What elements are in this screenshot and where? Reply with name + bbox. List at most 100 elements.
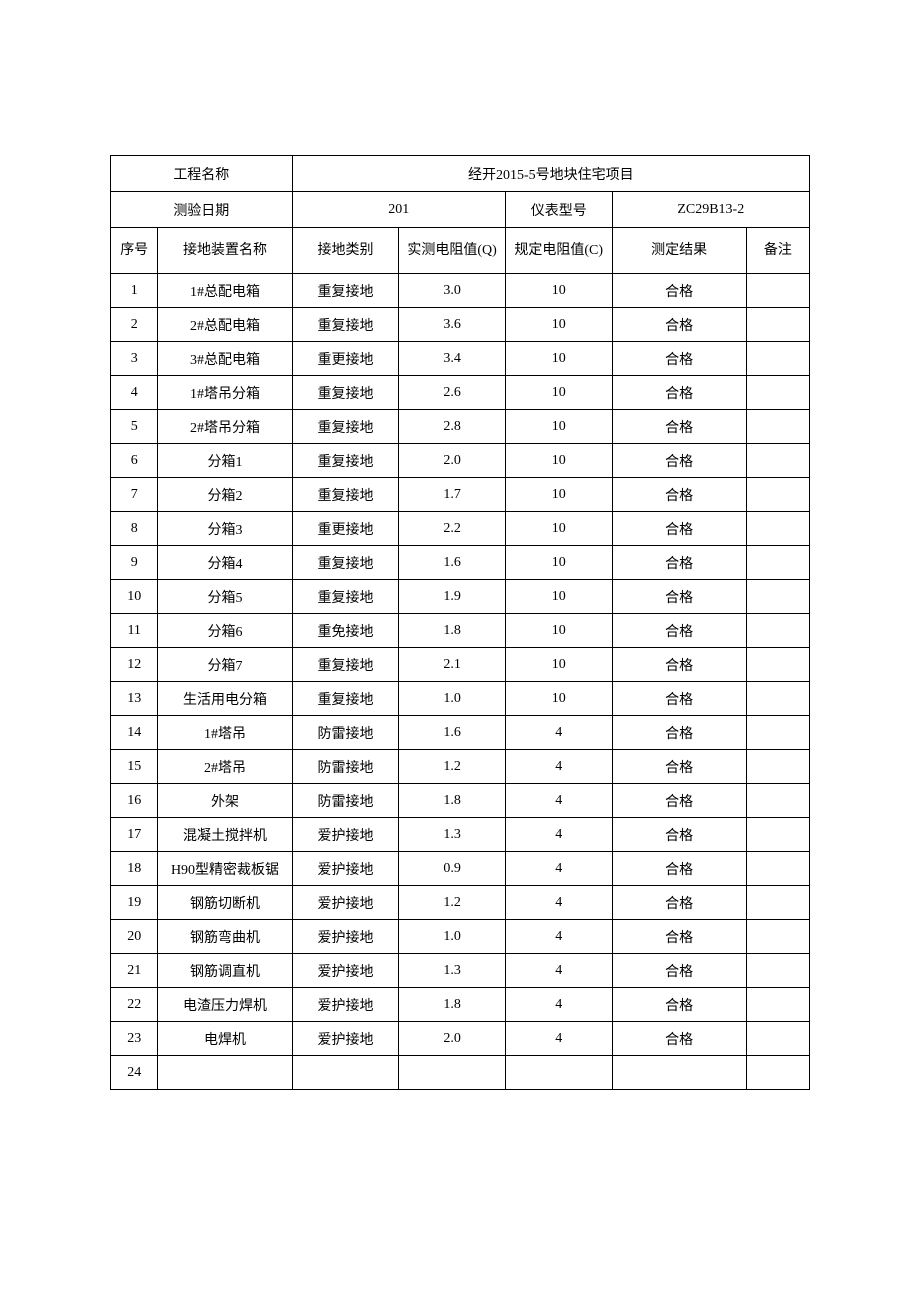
cell-result: 合格 [612,750,746,784]
cell-measured: 3.0 [399,274,506,308]
table-row: 7分箱2重复接地1.710合格 [111,478,810,512]
grounding-test-table: 工程名称 经开2015-5号地块住宅项目 测验日期 201 仪表型号 ZC29B… [110,155,810,1090]
cell-measured: 1.3 [399,954,506,988]
cell-result: 合格 [612,376,746,410]
cell-spec: 10 [505,682,612,716]
cell-seq: 4 [111,376,158,410]
cell-device: 2#塔吊 [158,750,292,784]
cell-note [746,580,809,614]
cell-spec: 4 [505,954,612,988]
cell-measured: 1.2 [399,750,506,784]
cell-device: 分箱5 [158,580,292,614]
cell-measured: 1.0 [399,920,506,954]
cell-spec: 4 [505,920,612,954]
cell-measured: 1.7 [399,478,506,512]
cell-device: 钢筋调直机 [158,954,292,988]
cell-result: 合格 [612,478,746,512]
table-row: 11#总配电箱重复接地3.010合格 [111,274,810,308]
cell-seq: 7 [111,478,158,512]
cell-device: 分箱6 [158,614,292,648]
table-row: 52#塔吊分箱重复接地2.810合格 [111,410,810,444]
cell-spec: 10 [505,444,612,478]
cell-type: 重复接地 [292,648,399,682]
cell-measured: 1.8 [399,988,506,1022]
cell-seq: 3 [111,342,158,376]
cell-device: 1#总配电箱 [158,274,292,308]
table-row: 10分箱5重复接地1.910合格 [111,580,810,614]
cell-device: 分箱3 [158,512,292,546]
cell-device: 钢筋切断机 [158,886,292,920]
cell-measured: 2.6 [399,376,506,410]
cell-measured: 2.8 [399,410,506,444]
cell-spec: 10 [505,342,612,376]
project-name-label: 工程名称 [111,156,293,192]
cell-result: 合格 [612,614,746,648]
cell-type: 防雷接地 [292,716,399,750]
cell-note [746,750,809,784]
table-row: 6分箱1重复接地2.010合格 [111,444,810,478]
cell-device: 外架 [158,784,292,818]
col-note: 备注 [746,228,809,274]
cell-device: 电渣压力焊机 [158,988,292,1022]
cell-note [746,1022,809,1056]
cell-device: 钢筋弯曲机 [158,920,292,954]
table-row: 16外架防雷接地1.84合格 [111,784,810,818]
table-row: 21钢筋调直机爱护接地1.34合格 [111,954,810,988]
table-row: 141#塔吊防雷接地1.64合格 [111,716,810,750]
cell-note [746,546,809,580]
table-row: 18H90型精密裁板锯爱护接地0.94合格 [111,852,810,886]
col-device-name: 接地装置名称 [158,228,292,274]
cell-device: 1#塔吊 [158,716,292,750]
column-header-row: 序号 接地装置名称 接地类别 实测电阻值(Q) 规定电阻值(C) 测定结果 备注 [111,228,810,274]
instrument-model-label: 仪表型号 [505,192,612,228]
cell-note [746,682,809,716]
cell-result: 合格 [612,308,746,342]
cell-result: 合格 [612,988,746,1022]
cell-type: 重免接地 [292,614,399,648]
cell-seq: 18 [111,852,158,886]
cell-type: 重复接地 [292,308,399,342]
cell-spec: 4 [505,750,612,784]
cell-result: 合格 [612,886,746,920]
cell-type: 爱护接地 [292,852,399,886]
cell-type: 重复接地 [292,376,399,410]
cell-device [158,1056,292,1090]
cell-seq: 10 [111,580,158,614]
cell-note [746,648,809,682]
table-row: 24 [111,1056,810,1090]
cell-type: 重复接地 [292,410,399,444]
cell-measured: 1.3 [399,818,506,852]
cell-measured [399,1056,506,1090]
cell-result: 合格 [612,648,746,682]
col-ground-type: 接地类别 [292,228,399,274]
cell-result: 合格 [612,954,746,988]
cell-note [746,852,809,886]
cell-type: 爱护接地 [292,954,399,988]
header-row-project: 工程名称 经开2015-5号地块住宅项目 [111,156,810,192]
cell-spec: 10 [505,614,612,648]
cell-measured: 2.2 [399,512,506,546]
cell-device: 1#塔吊分箱 [158,376,292,410]
table-row: 22电渣压力焊机爱护接地1.84合格 [111,988,810,1022]
cell-result [612,1056,746,1090]
cell-spec: 4 [505,716,612,750]
cell-type: 爱护接地 [292,988,399,1022]
cell-type: 爱护接地 [292,886,399,920]
cell-note [746,512,809,546]
cell-measured: 1.6 [399,716,506,750]
table-row: 41#塔吊分箱重复接地2.610合格 [111,376,810,410]
cell-result: 合格 [612,1022,746,1056]
cell-seq: 1 [111,274,158,308]
cell-seq: 19 [111,886,158,920]
cell-type: 重复接地 [292,478,399,512]
cell-spec: 4 [505,1022,612,1056]
table-row: 9分箱4重复接地1.610合格 [111,546,810,580]
cell-spec: 4 [505,852,612,886]
cell-note [746,376,809,410]
cell-spec: 4 [505,818,612,852]
table-row: 11分箱6重免接地1.810合格 [111,614,810,648]
cell-seq: 22 [111,988,158,1022]
cell-measured: 3.6 [399,308,506,342]
cell-result: 合格 [612,274,746,308]
cell-measured: 2.0 [399,444,506,478]
